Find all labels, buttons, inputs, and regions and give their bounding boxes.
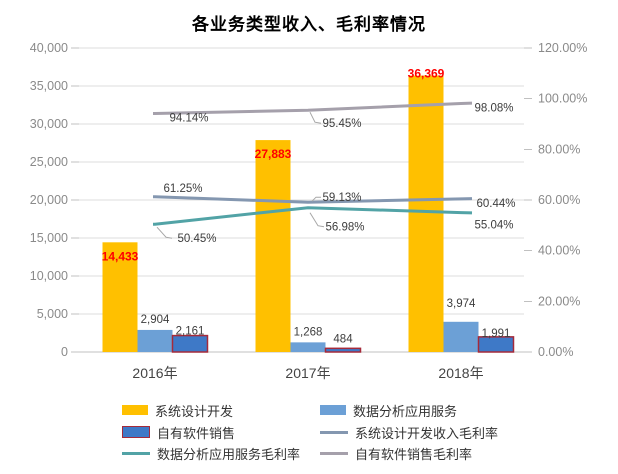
y-axis-label-left: 40,000 <box>30 41 68 55</box>
y-axis-label-left: 30,000 <box>30 117 68 131</box>
bar <box>290 342 326 352</box>
bar-value-label: 1,268 <box>294 326 323 338</box>
line-series <box>153 101 473 115</box>
y-axis-label-right: 40.00% <box>538 244 580 258</box>
y-axis-label-right: 100.00% <box>538 92 587 106</box>
bar-value-label: 1,991 <box>482 328 511 340</box>
label-leader-line <box>311 196 321 202</box>
line-value-label: 56.98% <box>325 222 364 234</box>
x-axis-label: 2017年 <box>285 365 330 381</box>
line-value-label: 95.45% <box>322 118 361 130</box>
bar <box>255 140 291 352</box>
x-axis-label: 2018年 <box>438 365 483 381</box>
line-series <box>153 195 473 204</box>
y-axis-label-right: 80.00% <box>538 142 580 156</box>
bar <box>408 75 444 353</box>
line-value-label: 59.13% <box>322 192 361 204</box>
y-axis-label-left: 10,000 <box>30 269 68 283</box>
bar-value-label: 2,904 <box>141 314 170 326</box>
bar-value-label: 3,974 <box>447 298 476 310</box>
label-leader-line <box>309 111 322 124</box>
bar-value-label: 27,883 <box>255 147 292 161</box>
y-axis-label-left: 15,000 <box>30 231 68 245</box>
y-axis-label-right: 120.00% <box>538 41 587 55</box>
y-axis-label-right: 0.00% <box>538 345 573 359</box>
bar <box>477 336 515 353</box>
line-value-label: 61.25% <box>163 183 202 195</box>
line-value-label: 94.14% <box>169 113 208 125</box>
y-axis-label-left: 5,000 <box>37 307 68 321</box>
bar <box>137 329 173 352</box>
y-axis-label-right: 60.00% <box>538 193 580 207</box>
bar <box>102 242 138 352</box>
chart-title: 各业务类型收入、毛利率情况 <box>192 15 426 34</box>
label-leader-line <box>309 212 325 228</box>
line-value-label: 55.04% <box>474 220 513 232</box>
y-axis-label-left: 35,000 <box>30 79 68 93</box>
bar-value-label: 36,369 <box>408 67 445 81</box>
y-axis-label-right: 20.00% <box>538 294 580 308</box>
bar-value-label: 2,161 <box>176 326 205 338</box>
y-axis-label-left: 25,000 <box>30 155 68 169</box>
line-value-label: 50.45% <box>177 233 216 245</box>
line-value-label: 98.08% <box>474 103 513 115</box>
bar <box>324 347 362 353</box>
label-leader-line <box>156 226 173 239</box>
x-axis-label: 2016年 <box>132 365 177 381</box>
bar-value-label: 484 <box>333 333 353 345</box>
bar-value-label: 14,433 <box>102 249 139 263</box>
line-series <box>153 206 473 226</box>
bar <box>171 334 209 353</box>
y-axis-label-left: 20,000 <box>30 193 68 207</box>
bar <box>443 321 479 352</box>
y-axis-label-left: 0 <box>61 345 68 359</box>
line-value-label: 60.44% <box>476 198 515 210</box>
